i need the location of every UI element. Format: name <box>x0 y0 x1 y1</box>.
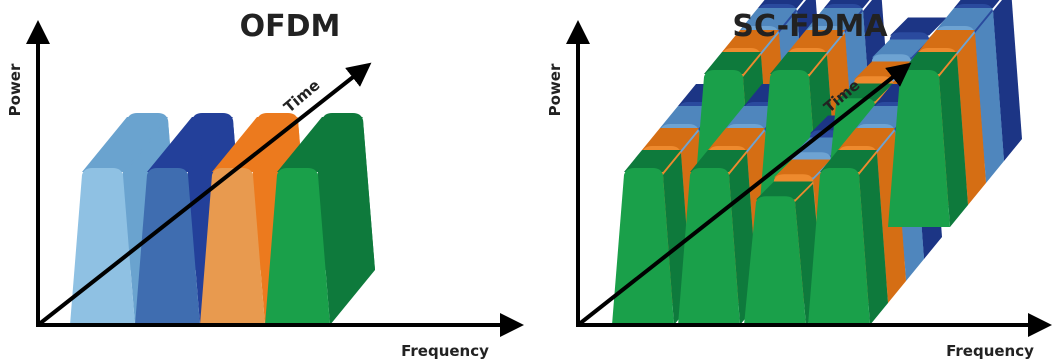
panel-title: SC-FDMA <box>732 9 888 44</box>
diagram: OFDM Power Time Frequency SC-FDMA Power … <box>0 0 1053 364</box>
subcarrier-slice <box>888 52 968 227</box>
subcarrier-slice <box>808 150 888 325</box>
panel-title: OFDM <box>240 9 341 44</box>
ofdm-panel: OFDM Power Time Frequency <box>6 9 512 360</box>
scfdma-panel: SC-FDMA Power Time Frequency <box>546 0 1040 360</box>
page: {"panels": [ {"title": "OFDM", "y_axis":… <box>0 0 1053 364</box>
x-axis-label: Frequency <box>946 342 1034 360</box>
subcarrier-slice <box>612 150 692 325</box>
y-axis-label: Power <box>6 63 24 116</box>
y-axis-label: Power <box>546 63 564 116</box>
x-axis-label: Frequency <box>401 342 489 360</box>
time-axis-label: Time <box>280 76 323 116</box>
